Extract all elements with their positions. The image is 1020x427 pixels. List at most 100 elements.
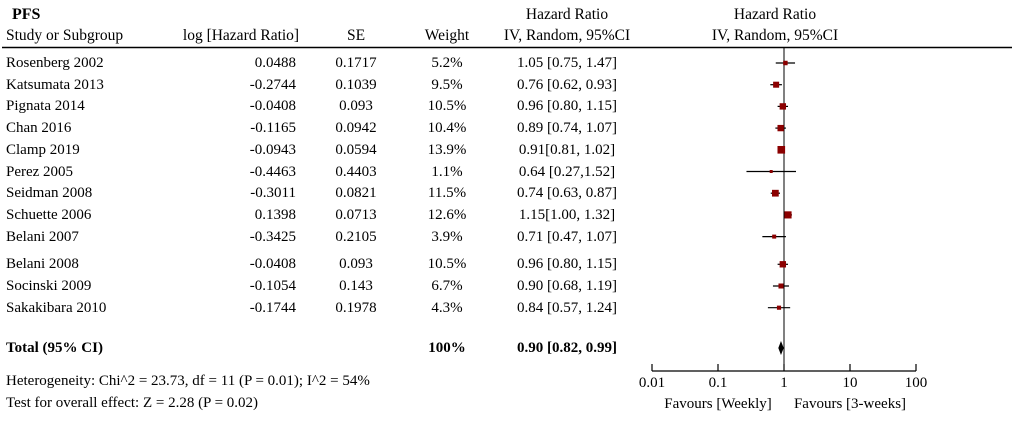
- study-weight: 9.5%: [431, 76, 463, 93]
- study-ci: 0.74 [0.63, 0.87]: [517, 185, 617, 202]
- study-row: Pignata 2014 -0.0408 0.093 10.5% 0.96 [0.80,…: [0, 96, 660, 116]
- study-row: Perez 2005 -0.4463 0.4403 1.1% 0.64 [0.27,1.…: [0, 162, 660, 182]
- total-weight: 100%: [428, 340, 466, 356]
- study-ci: 0.96 [0.80, 1.15]: [517, 98, 617, 115]
- study-se: 0.0821: [335, 185, 377, 202]
- favours-left-label: Favours [Weekly]: [664, 396, 772, 412]
- effect-marker: [777, 145, 786, 154]
- study-weight: 10.5%: [427, 98, 467, 115]
- study-weight: 4.3%: [431, 299, 463, 316]
- study-loghr: -0.0408: [249, 256, 296, 273]
- study-ci: 0.90 [0.68, 1.19]: [517, 278, 617, 294]
- study-name: Socinski 2009: [6, 278, 92, 294]
- study-row: Belani 2007 -0.3425 0.2105 3.9% 0.71 [0.47, …: [0, 227, 660, 247]
- study-name: Sakakibara 2010: [6, 299, 107, 316]
- effect-marker: [769, 170, 773, 173]
- study-weight: 11.5%: [427, 185, 467, 202]
- study-loghr: -0.0943: [249, 141, 296, 158]
- study-se: 0.093: [339, 98, 373, 115]
- study-row: Socinski 2009 -0.1054 0.143 6.7% 0.90 [0.68,…: [0, 276, 660, 296]
- study-weight: 1.1%: [431, 163, 463, 180]
- effect-marker: [773, 81, 780, 88]
- study-se: 0.0713: [335, 206, 377, 223]
- study-se: 0.0942: [335, 120, 377, 137]
- study-se: 0.1717: [335, 55, 377, 71]
- study-se: 0.0594: [335, 141, 377, 158]
- study-ci: 0.76 [0.62, 0.93]: [517, 76, 617, 93]
- study-weight: 5.2%: [431, 55, 463, 71]
- total-row: Total (95% CI) 100% 0.90 [0.82, 0.99]: [0, 338, 660, 358]
- study-name: Clamp 2019: [6, 141, 80, 158]
- total-ci: 0.90 [0.82, 0.99]: [517, 340, 617, 356]
- study-name: Belani 2007: [6, 228, 79, 245]
- se-column-header: SE: [346, 27, 366, 44]
- iv-random-text-header: IV, Random, 95%CI: [503, 27, 631, 44]
- effect-marker: [771, 189, 779, 197]
- study-ci: 0.71 [0.47, 1.07]: [517, 228, 617, 245]
- loghr-column-header: log [Hazard Ratio]: [182, 27, 300, 44]
- study-se: 0.1039: [335, 76, 377, 93]
- study-se: 0.4403: [335, 163, 377, 180]
- total-diamond: [778, 341, 784, 355]
- hazard-ratio-plot-header: Hazard Ratio: [733, 6, 817, 23]
- effect-marker: [778, 283, 784, 289]
- study-column-header: Study or Subgroup: [6, 27, 124, 44]
- study-se: 0.093: [339, 256, 373, 273]
- study-name: Rosenberg 2002: [6, 55, 104, 71]
- effect-marker: [779, 103, 787, 110]
- study-loghr: -0.0408: [249, 98, 296, 115]
- effect-marker: [783, 60, 788, 66]
- axis-tick-label: 10: [843, 375, 858, 391]
- study-weight: 10.4%: [427, 120, 467, 137]
- study-loghr: -0.2744: [249, 76, 296, 93]
- study-name: Seidman 2008: [6, 185, 93, 202]
- study-row: Clamp 2019 -0.0943 0.0594 13.9% 0.91[0.81, 1…: [0, 140, 660, 160]
- study-loghr: -0.1054: [249, 278, 296, 294]
- axis-tick-label: 1: [780, 375, 788, 391]
- study-se: 0.2105: [335, 228, 377, 245]
- study-row: Seidman 2008 -0.3011 0.0821 11.5% 0.74 [0.63…: [0, 183, 660, 203]
- effect-marker: [784, 211, 792, 219]
- iv-random-plot-header: IV, Random, 95%CI: [711, 27, 839, 44]
- study-ci: 0.84 [0.57, 1.24]: [517, 299, 617, 316]
- study-row: Rosenberg 2002 0.0488 0.1717 5.2% 1.05 [0.75…: [0, 53, 660, 73]
- study-row: Schuette 2006 0.1398 0.0713 12.6% 1.15[1.00,…: [0, 205, 660, 225]
- study-ci: 1.05 [0.75, 1.47]: [517, 55, 617, 71]
- study-name: Schuette 2006: [6, 206, 92, 223]
- study-loghr: 0.1398: [254, 206, 296, 223]
- study-name: Chan 2016: [6, 120, 72, 137]
- axis-tick-label: 0.1: [709, 375, 728, 391]
- total-label: Total (95% CI): [6, 340, 103, 356]
- study-row: Sakakibara 2010 -0.1744 0.1978 4.3% 0.84 [0.…: [0, 298, 660, 318]
- study-loghr: 0.0488: [254, 55, 296, 71]
- study-se: 0.1978: [335, 299, 377, 316]
- study-ci: 0.64 [0.27,1.52]: [518, 163, 616, 180]
- study-se: 0.143: [339, 278, 373, 294]
- study-loghr: -0.4463: [249, 163, 296, 180]
- effect-marker: [777, 124, 784, 132]
- study-weight: 3.9%: [431, 228, 463, 245]
- axis-tick-label: 0.01: [639, 375, 665, 391]
- study-loghr: -0.1165: [250, 120, 296, 137]
- study-row: Chan 2016 -0.1165 0.0942 10.4% 0.89 [0.74, 1…: [0, 118, 660, 138]
- heterogeneity-text: Heterogeneity: Chi^2 = 23.73, df = 11 (P…: [6, 373, 370, 389]
- study-ci: 0.89 [0.74, 1.07]: [517, 120, 617, 137]
- study-weight: 10.5%: [427, 256, 467, 273]
- study-row: Katsumata 2013 -0.2744 0.1039 9.5% 0.76 [0.6…: [0, 75, 660, 95]
- study-loghr: -0.1744: [249, 299, 296, 316]
- study-row: Belani 2008 -0.0408 0.093 10.5% 0.96 [0.80, …: [0, 254, 660, 274]
- study-ci: 0.96 [0.80, 1.15]: [517, 256, 617, 273]
- axis-tick-label: 100: [905, 375, 928, 391]
- study-name: Belani 2008: [6, 256, 79, 273]
- study-name: Perez 2005: [6, 163, 74, 180]
- study-name: Pignata 2014: [6, 98, 85, 115]
- plot-title: PFS: [12, 6, 41, 23]
- overall-effect-text: Test for overall effect: Z = 2.28 (P = 0…: [6, 395, 259, 411]
- weight-column-header: Weight: [424, 27, 470, 44]
- study-weight: 12.6%: [427, 206, 467, 223]
- study-loghr: -0.3011: [250, 185, 296, 202]
- study-ci: 0.91[0.81, 1.02]: [518, 141, 616, 158]
- study-ci: 1.15[1.00, 1.32]: [518, 206, 616, 223]
- study-name: Katsumata 2013: [6, 76, 104, 93]
